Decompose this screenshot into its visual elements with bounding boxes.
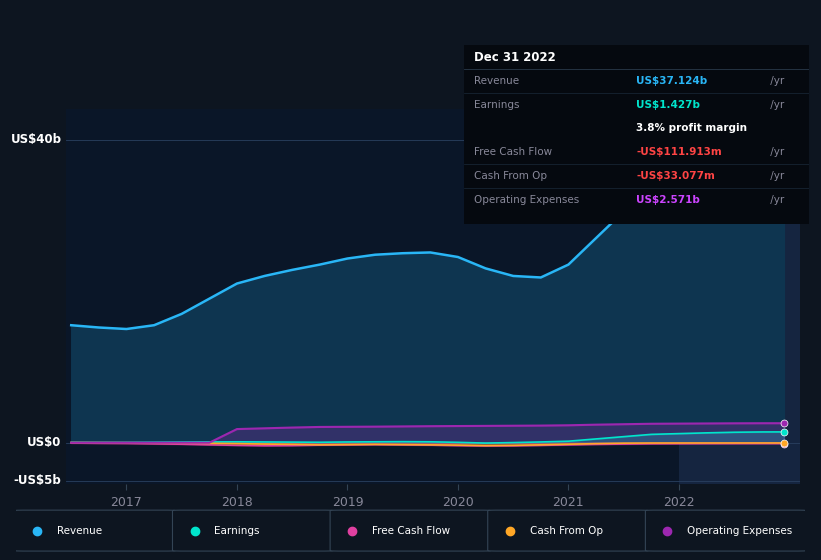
Text: US$37.124b: US$37.124b	[636, 76, 708, 86]
Text: US$40b: US$40b	[11, 133, 62, 146]
Text: Revenue: Revenue	[57, 526, 102, 535]
Text: Revenue: Revenue	[475, 76, 520, 86]
FancyBboxPatch shape	[645, 510, 806, 551]
Text: /yr: /yr	[768, 171, 785, 181]
Text: Dec 31 2022: Dec 31 2022	[475, 52, 556, 64]
Text: Cash From Op: Cash From Op	[475, 171, 548, 181]
Text: /yr: /yr	[768, 195, 785, 205]
FancyBboxPatch shape	[15, 510, 176, 551]
FancyBboxPatch shape	[488, 510, 649, 551]
Text: -US$33.077m: -US$33.077m	[636, 171, 715, 181]
Text: Earnings: Earnings	[214, 526, 259, 535]
Text: /yr: /yr	[768, 76, 785, 86]
Bar	[679, 109, 800, 484]
Text: Earnings: Earnings	[475, 100, 520, 110]
Text: US$0: US$0	[27, 436, 62, 449]
Text: -US$111.913m: -US$111.913m	[636, 147, 722, 157]
Text: Free Cash Flow: Free Cash Flow	[475, 147, 553, 157]
Text: Operating Expenses: Operating Expenses	[475, 195, 580, 205]
Text: Free Cash Flow: Free Cash Flow	[372, 526, 450, 535]
Text: -US$5b: -US$5b	[14, 474, 62, 487]
Text: US$1.427b: US$1.427b	[636, 100, 700, 110]
FancyBboxPatch shape	[330, 510, 491, 551]
FancyBboxPatch shape	[172, 510, 333, 551]
Text: Cash From Op: Cash From Op	[530, 526, 603, 535]
Text: US$2.571b: US$2.571b	[636, 195, 700, 205]
Text: /yr: /yr	[768, 147, 785, 157]
Text: /yr: /yr	[768, 100, 785, 110]
Text: Operating Expenses: Operating Expenses	[687, 526, 792, 535]
Text: 3.8% profit margin: 3.8% profit margin	[636, 123, 747, 133]
